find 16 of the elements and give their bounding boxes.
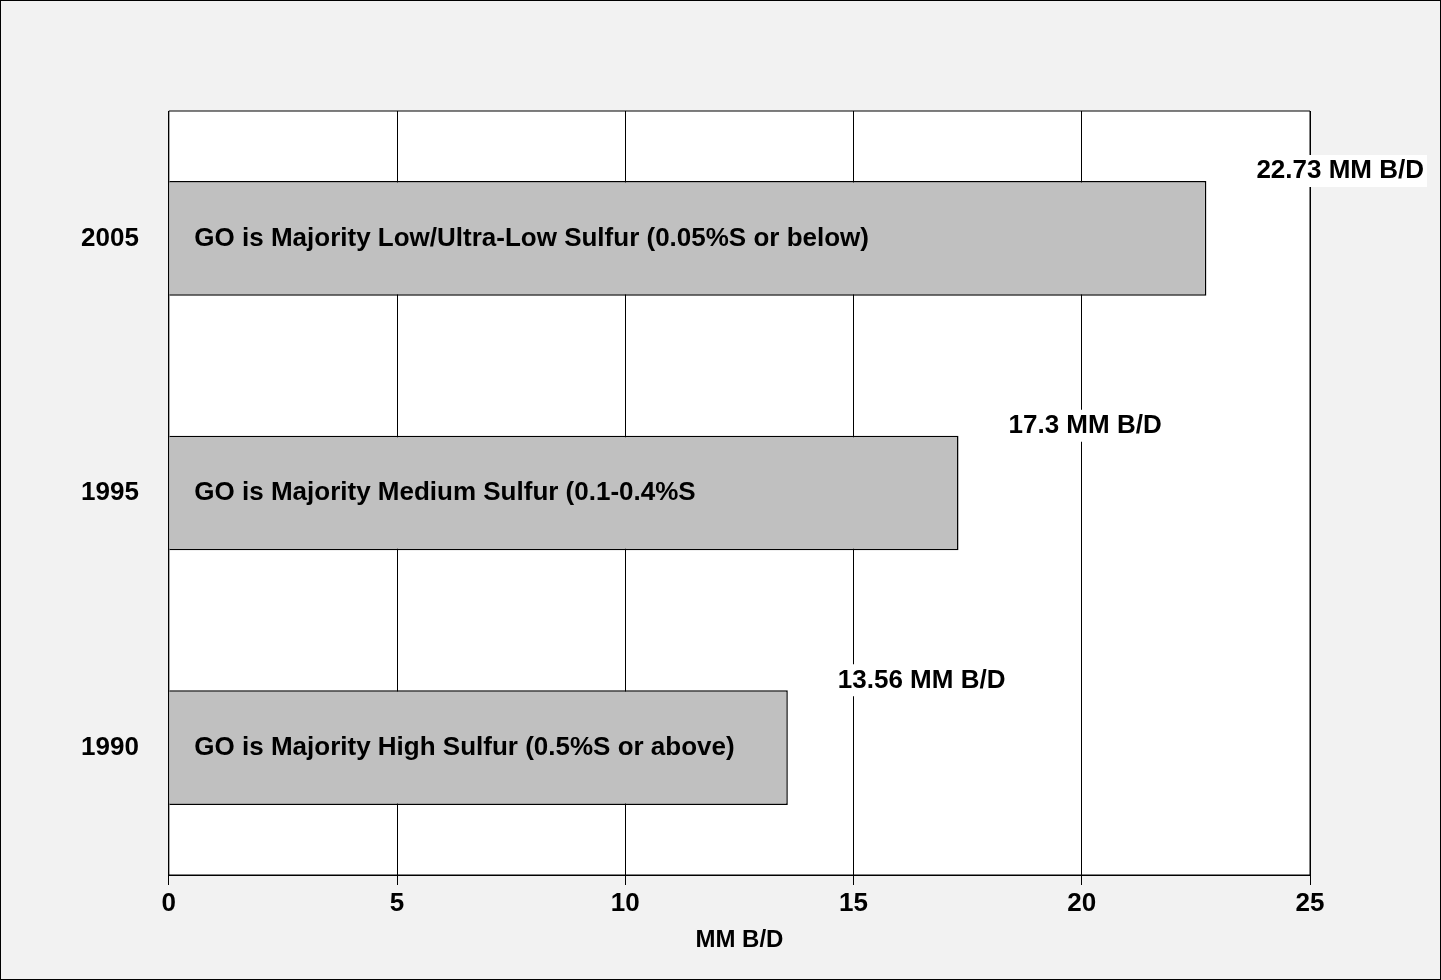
x-tick-label: 5 (389, 886, 405, 917)
x-tick-label: 20 (1067, 886, 1097, 917)
data-label: 17.3 MM B/D (1008, 408, 1162, 439)
x-tick-label: 15 (839, 886, 868, 917)
y-tick-label: 1990 (81, 730, 139, 761)
data-label: 13.56 MM B/D (837, 663, 1006, 694)
annotation: GO is Majority Low/Ultra-Low Sulfur (0.05%S or below) (194, 221, 869, 252)
x-tick-label: 0 (161, 886, 177, 917)
annotation: GO is Majority Medium Sulfur (0.1-0.4%S (194, 476, 696, 507)
y-tick-label: 1995 (81, 476, 139, 507)
x-tick-label: 25 (1295, 886, 1325, 917)
x-axis-title: MM B/D (695, 925, 784, 953)
y-tick-label: 2005 (81, 221, 139, 252)
annotation: GO is Majority High Sulfur (0.5%S or above) (194, 730, 735, 761)
data-label: 22.73 MM B/D (1256, 154, 1424, 185)
x-tick-label: 10 (610, 886, 640, 917)
